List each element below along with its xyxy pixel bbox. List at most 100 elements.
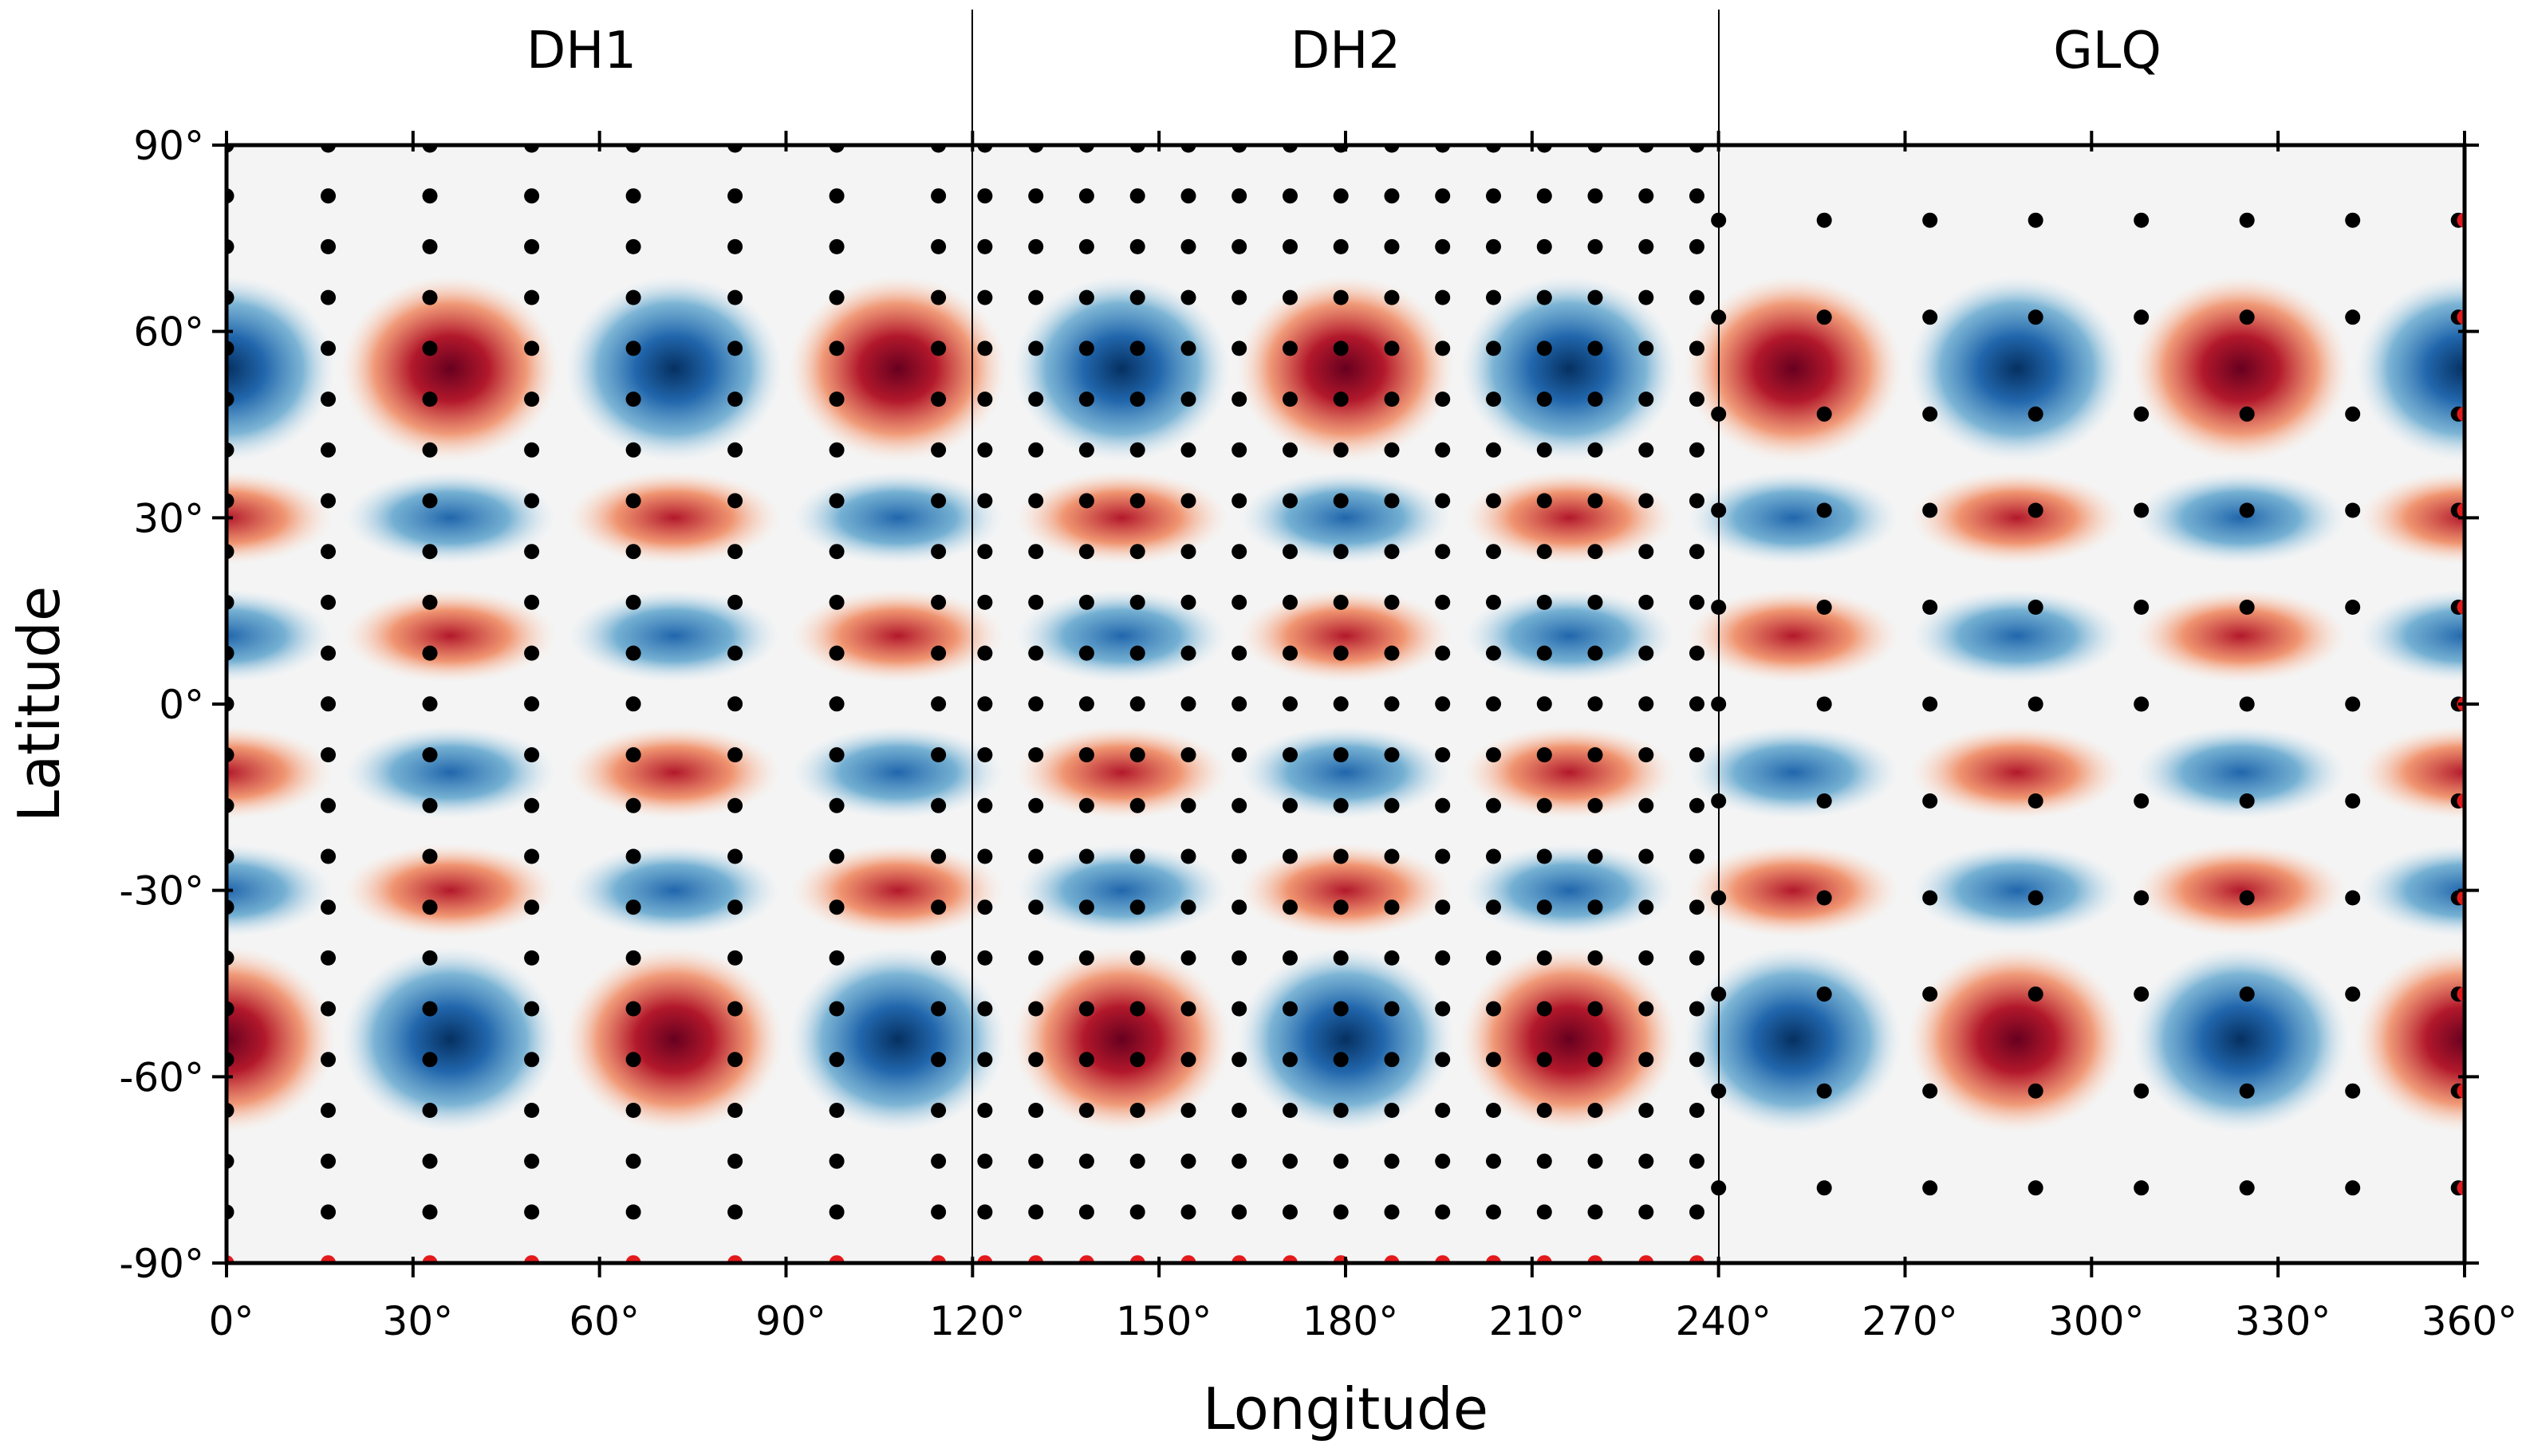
grid-point-dh2 bbox=[977, 594, 993, 610]
grid-point-dh2 bbox=[1536, 747, 1552, 763]
grid-point-dh2 bbox=[1435, 1052, 1451, 1068]
field-blob bbox=[789, 275, 1007, 462]
grid-point-dh2 bbox=[1283, 238, 1298, 254]
field-blob bbox=[789, 946, 1007, 1133]
grid-point-dh2 bbox=[1231, 594, 1247, 610]
grid-point-dh1 bbox=[524, 340, 540, 356]
grid-point-dh1 bbox=[321, 1204, 336, 1220]
grid-point-dh2 bbox=[1638, 950, 1654, 966]
grid-point-dh1 bbox=[931, 544, 947, 560]
grid-point-dh2 bbox=[1333, 594, 1349, 610]
grid-point-dh2 bbox=[1028, 1001, 1044, 1017]
grid-point-dh2 bbox=[1231, 188, 1247, 204]
grid-point-dh1 bbox=[321, 493, 336, 509]
grid-point-dh2 bbox=[1689, 645, 1704, 661]
grid-point-dh2 bbox=[1587, 188, 1603, 204]
grid-point-dh2 bbox=[1536, 544, 1552, 560]
grid-point-dh2 bbox=[1689, 1204, 1704, 1220]
field-blob bbox=[2134, 844, 2347, 938]
y-tick-label: -90° bbox=[119, 1241, 204, 1287]
grid-point-dh2 bbox=[1028, 594, 1044, 610]
grid-point-dh2 bbox=[1078, 950, 1094, 966]
grid-point-glq bbox=[2027, 212, 2043, 228]
grid-point-dh2 bbox=[1384, 645, 1400, 661]
grid-point-dh2 bbox=[1333, 747, 1349, 763]
grid-point-dh2 bbox=[1028, 1052, 1044, 1068]
grid-point-dh2 bbox=[977, 340, 993, 356]
grid-point-dh2 bbox=[1231, 950, 1247, 966]
grid-point-dh2 bbox=[1180, 848, 1196, 864]
field-blob bbox=[345, 726, 557, 820]
grid-point-dh1 bbox=[321, 696, 336, 712]
grid-point-glq bbox=[1816, 890, 1832, 906]
field-blob bbox=[2358, 588, 2465, 683]
grid-point-dh1 bbox=[422, 188, 438, 204]
grid-point-dh2 bbox=[1231, 493, 1247, 509]
grid-point-glq bbox=[2134, 890, 2150, 906]
grid-point-dh2 bbox=[1129, 1103, 1145, 1118]
grid-point-dh1 bbox=[422, 645, 438, 661]
grid-point-dh2 bbox=[1435, 797, 1451, 813]
grid-point-dh2 bbox=[1283, 442, 1298, 458]
grid-point-dh2 bbox=[977, 1052, 993, 1068]
grid-point-dh2 bbox=[1028, 1204, 1044, 1220]
grid-point-dh2 bbox=[1689, 1001, 1704, 1017]
field-blob bbox=[0, 471, 108, 565]
grid-point-dh2 bbox=[1435, 899, 1451, 915]
grid-point-dh2 bbox=[1384, 594, 1400, 610]
grid-point-glq bbox=[1922, 1083, 1938, 1099]
grid-point-dh2 bbox=[1384, 1153, 1400, 1169]
grid-point-dh2 bbox=[1333, 899, 1349, 915]
grid-point-dh2 bbox=[1283, 188, 1298, 204]
grid-point-dh1 bbox=[931, 188, 947, 204]
field-blob bbox=[227, 844, 333, 938]
grid-point-glq bbox=[1816, 212, 1832, 228]
grid-point-dh1 bbox=[931, 392, 947, 407]
x-tick-label: 0° bbox=[209, 1298, 254, 1344]
grid-point-dh1 bbox=[829, 747, 845, 763]
grid-point-dh2 bbox=[1486, 238, 1501, 254]
grid-point-dh2 bbox=[1435, 696, 1451, 712]
grid-point-glq bbox=[2345, 502, 2361, 518]
grid-point-dh1 bbox=[524, 1001, 540, 1017]
grid-point-dh2 bbox=[977, 392, 993, 407]
grid-point-dh2 bbox=[1435, 747, 1451, 763]
grid-point-dh2 bbox=[977, 797, 993, 813]
grid-point-dh2 bbox=[1283, 696, 1298, 712]
grid-point-dh2 bbox=[1536, 696, 1552, 712]
field-blob bbox=[568, 726, 780, 820]
grid-point-dh1 bbox=[524, 899, 540, 915]
grid-point-dh2 bbox=[1435, 594, 1451, 610]
grid-point-dh1 bbox=[422, 696, 438, 712]
grid-point-dh2 bbox=[1129, 899, 1145, 915]
field-blob bbox=[1236, 275, 1455, 462]
grid-point-dh2 bbox=[1078, 392, 1094, 407]
grid-point-dh2 bbox=[1333, 696, 1349, 712]
grid-point-dh2 bbox=[1587, 289, 1603, 305]
grid-point-glq bbox=[1816, 1083, 1832, 1099]
grid-point-dh2 bbox=[1587, 1103, 1603, 1118]
grid-point-dh2 bbox=[1180, 340, 1196, 356]
grid-point-dh2 bbox=[1129, 238, 1145, 254]
grid-point-dh2 bbox=[977, 645, 993, 661]
grid-point-dh1 bbox=[321, 1153, 336, 1169]
grid-point-glq bbox=[2239, 212, 2255, 228]
grid-point-dh2 bbox=[1231, 392, 1247, 407]
grid-point-dh1 bbox=[829, 899, 845, 915]
grid-point-dh2 bbox=[1689, 696, 1704, 712]
grid-point-dh1 bbox=[524, 493, 540, 509]
grid-point-glq bbox=[2027, 502, 2043, 518]
field-blob bbox=[2355, 275, 2465, 462]
grid-point-dh1 bbox=[321, 899, 336, 915]
field-blob bbox=[227, 275, 336, 462]
grid-point-dh2 bbox=[1180, 797, 1196, 813]
field-blob bbox=[1015, 588, 1228, 683]
grid-point-dh1 bbox=[524, 848, 540, 864]
grid-point-dh2 bbox=[1536, 238, 1552, 254]
grid-point-dh2 bbox=[1689, 392, 1704, 407]
grid-point-glq bbox=[1922, 696, 1938, 712]
grid-point-dh1 bbox=[625, 442, 641, 458]
grid-point-dh2 bbox=[1129, 442, 1145, 458]
grid-point-dh2 bbox=[1384, 797, 1400, 813]
grid-point-dh1 bbox=[829, 289, 845, 305]
